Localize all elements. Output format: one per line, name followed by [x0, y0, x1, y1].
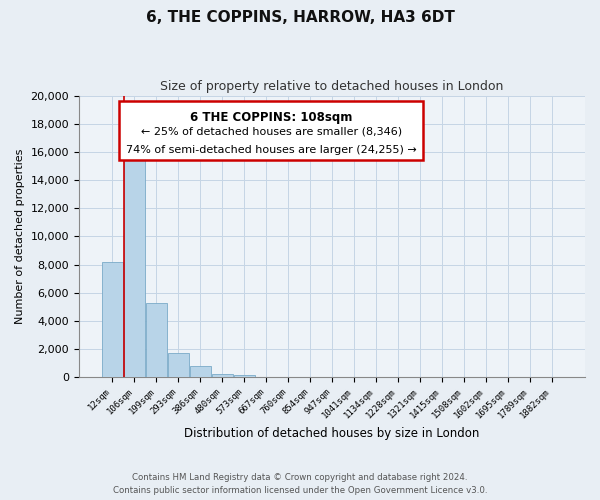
Title: Size of property relative to detached houses in London: Size of property relative to detached ho… [160, 80, 503, 93]
X-axis label: Distribution of detached houses by size in London: Distribution of detached houses by size … [184, 427, 479, 440]
Text: ← 25% of detached houses are smaller (8,346): ← 25% of detached houses are smaller (8,… [140, 126, 402, 136]
FancyBboxPatch shape [119, 101, 423, 160]
Bar [124, 145, 145, 378]
Y-axis label: Number of detached properties: Number of detached properties [15, 149, 25, 324]
Text: 74% of semi-detached houses are larger (24,255) →: 74% of semi-detached houses are larger (… [126, 145, 416, 155]
Bar [233, 374, 254, 378]
Bar [190, 366, 211, 378]
Bar [146, 302, 167, 378]
Text: 6, THE COPPINS, HARROW, HA3 6DT: 6, THE COPPINS, HARROW, HA3 6DT [146, 10, 454, 25]
Bar [168, 352, 188, 378]
Text: 6 THE COPPINS: 108sqm: 6 THE COPPINS: 108sqm [190, 111, 352, 124]
Text: Contains HM Land Registry data © Crown copyright and database right 2024.
Contai: Contains HM Land Registry data © Crown c… [113, 474, 487, 495]
Bar [102, 262, 123, 378]
Bar [212, 374, 233, 378]
